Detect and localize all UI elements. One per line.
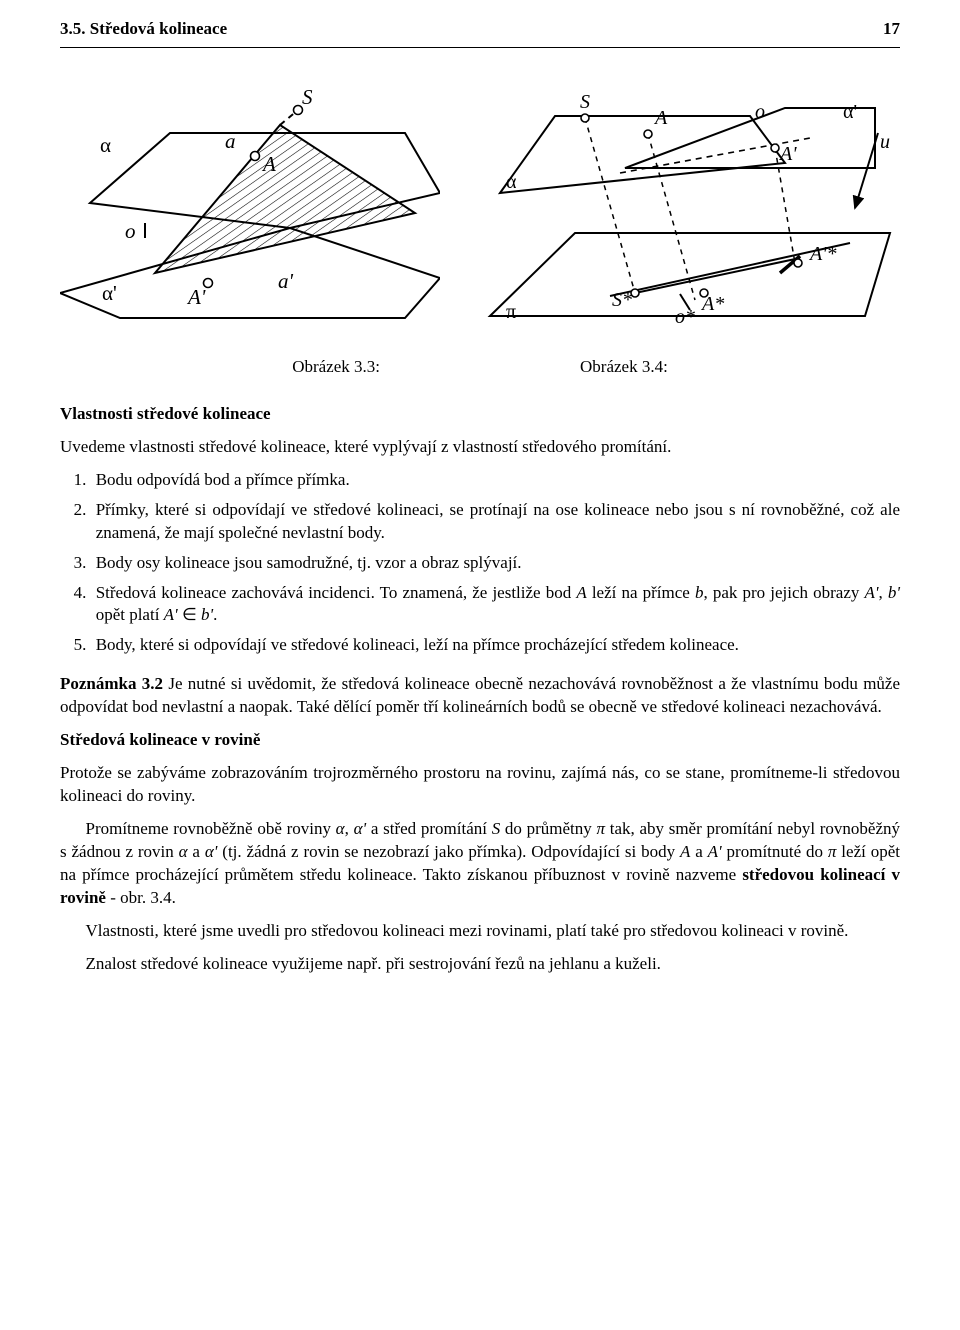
svg-text:π: π: [506, 301, 516, 323]
svg-text:α': α': [843, 101, 857, 123]
header-rule: [60, 47, 900, 48]
captions-row: Obrázek 3.3: Obrázek 3.4:: [60, 356, 900, 379]
svg-text:o: o: [755, 101, 765, 123]
svg-text:α: α: [100, 133, 111, 157]
caption-3-4: Obrázek 3.4:: [580, 356, 668, 379]
figure-3-3: S α a A o α' A' a': [60, 78, 440, 328]
intro-paragraph: Uvedeme vlastnosti středové kolineace, k…: [60, 436, 900, 459]
body-paragraph: Promítneme rovnoběžně obě roviny α, α' a…: [60, 818, 900, 910]
list-item: Přímky, které si odpovídají ve středové …: [91, 499, 900, 545]
list-item: Bodu odpovídá bod a přímce přímka.: [91, 469, 900, 492]
svg-text:A': A': [778, 143, 797, 165]
svg-text:S: S: [580, 91, 590, 113]
page-number: 17: [883, 18, 900, 41]
svg-text:α': α': [102, 281, 117, 305]
svg-text:o: o: [125, 219, 136, 243]
properties-list: Bodu odpovídá bod a přímce přímka. Přímk…: [60, 469, 900, 658]
section-header: 3.5. Středová kolineace: [60, 18, 227, 41]
subhead-properties: Vlastnosti středové kolineace: [60, 403, 900, 426]
svg-text:α: α: [506, 171, 517, 193]
remark-label: Poznámka 3.2: [60, 674, 163, 693]
caption-3-3: Obrázek 3.3:: [292, 356, 380, 379]
svg-text:o*: o*: [675, 306, 695, 328]
svg-text:A': A': [186, 285, 206, 309]
svg-text:A'*: A'*: [808, 243, 837, 265]
body-paragraph: Vlastnosti, které jsme uvedli pro středo…: [60, 920, 900, 943]
remark-paragraph: Poznámka 3.2 Je nutné si uvědomit, že st…: [60, 673, 900, 719]
body-paragraph: Znalost středové kolineace využijeme nap…: [60, 953, 900, 976]
svg-text:a': a': [278, 269, 294, 293]
svg-text:a: a: [225, 129, 236, 153]
list-item: Body, které si odpovídají ve středové ko…: [91, 634, 900, 657]
svg-text:S*: S*: [612, 289, 632, 311]
list-item: Středová kolineace zachovává incidenci. …: [91, 582, 900, 628]
svg-text:S: S: [302, 85, 313, 109]
subhead-plane: Středová kolineace v rovině: [60, 729, 900, 752]
body-paragraph: Protože se zabýváme zobrazováním trojroz…: [60, 762, 900, 808]
svg-text:A: A: [261, 152, 276, 176]
list-item: Body osy kolineace jsou samodružné, tj. …: [91, 552, 900, 575]
svg-text:u: u: [880, 131, 890, 153]
svg-text:A*: A*: [700, 293, 724, 315]
figure-3-4: S A o α' u α A' π S* o* A* A'*: [480, 78, 900, 338]
svg-text:A: A: [653, 107, 668, 129]
figures-row: S α a A o α' A' a': [60, 78, 900, 338]
